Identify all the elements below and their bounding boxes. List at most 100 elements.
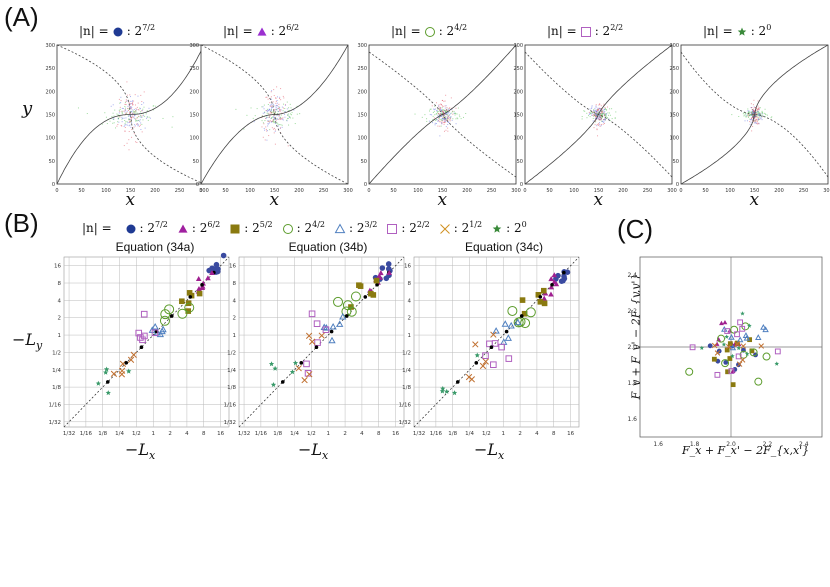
scatter-point — [600, 108, 602, 110]
scatter-point — [133, 116, 135, 118]
scatter-point — [269, 115, 271, 117]
x-tick-label: 1/8 — [448, 431, 457, 437]
x-tick-label: 1 — [326, 431, 330, 437]
data-point — [507, 321, 515, 329]
scatter-point — [278, 107, 280, 109]
scatter-point — [290, 114, 292, 116]
scatter-point — [266, 116, 268, 118]
reference-point — [344, 314, 349, 318]
data-point — [729, 344, 737, 351]
data-point — [730, 353, 735, 359]
scatter-point — [758, 109, 760, 111]
scatter-point — [127, 105, 129, 107]
scatter-point — [595, 105, 597, 107]
scatter-point — [142, 113, 144, 115]
scatter-point — [754, 120, 756, 122]
data-point — [490, 361, 497, 368]
data-point — [177, 308, 188, 319]
scatter-point — [749, 114, 751, 116]
data-point — [383, 275, 390, 282]
scatter-point — [444, 105, 446, 107]
scatter-point — [442, 109, 444, 111]
scatter-point — [446, 118, 448, 120]
legend-exponent: 4/2 — [312, 220, 326, 229]
scatter-point — [442, 111, 444, 113]
scatter-point — [448, 111, 450, 113]
scatter-point — [590, 113, 592, 115]
legend-base: : 2 — [191, 221, 208, 235]
scatter-point — [266, 111, 268, 113]
scatter-point — [433, 117, 435, 119]
data-point — [137, 334, 144, 341]
scatter-point — [440, 104, 442, 106]
data-point — [313, 320, 321, 328]
panel-a-xlabel: x — [749, 190, 760, 210]
scatter-point — [449, 114, 451, 116]
scatter-point — [449, 119, 451, 121]
scatter-point — [600, 117, 602, 119]
data-point — [724, 347, 730, 353]
data-point — [127, 356, 135, 363]
scatter-point — [448, 121, 450, 123]
data-point — [479, 362, 487, 370]
scatter-point — [135, 109, 137, 111]
reference-point — [124, 361, 129, 365]
scatter-point — [596, 129, 598, 131]
data-point — [762, 352, 771, 361]
scatter-point — [441, 109, 443, 111]
scatter-point — [603, 121, 605, 123]
scatter-point — [757, 113, 759, 115]
data-point — [737, 319, 744, 326]
scatter-point — [597, 111, 599, 113]
scatter-point — [124, 109, 126, 111]
scatter-point — [595, 116, 597, 118]
scatter-point — [438, 108, 440, 110]
x-tick-label: 8 — [552, 431, 556, 437]
scatter-point — [447, 116, 449, 118]
scatter-point — [261, 115, 263, 117]
scatter-point — [129, 108, 131, 110]
data-point — [722, 319, 728, 325]
scatter-point — [597, 118, 599, 120]
data-point — [520, 318, 531, 329]
scatter-point — [280, 116, 282, 118]
scatter-point — [131, 103, 133, 105]
scatter-point — [434, 122, 436, 124]
scatter-point — [588, 113, 590, 115]
data-point — [727, 356, 733, 361]
scatter-point — [434, 114, 436, 116]
scatter-point — [589, 112, 591, 114]
scatter-point — [595, 104, 597, 106]
scatter-point — [451, 111, 453, 113]
scatter-point — [133, 133, 135, 135]
x-tick-label: 250 — [643, 188, 653, 194]
scatter-point — [272, 128, 274, 130]
scatter-point — [130, 111, 132, 113]
scatter-point — [753, 111, 755, 113]
scatter-point — [604, 118, 606, 120]
scatter-point — [252, 117, 254, 119]
scatter-point — [123, 117, 125, 119]
scatter-point — [756, 109, 758, 111]
legend-exponent: 7/2 — [155, 220, 168, 229]
scatter-point — [758, 107, 760, 109]
scatter-point — [124, 130, 126, 132]
scatter-point — [590, 111, 592, 113]
scatter-point — [759, 115, 761, 117]
scatter-point — [759, 112, 761, 114]
scatter-point — [123, 110, 125, 112]
scatter-point — [146, 110, 148, 112]
scatter-point — [143, 102, 145, 104]
data-point — [482, 352, 489, 360]
reference-point — [519, 314, 524, 318]
scatter-point — [287, 145, 289, 147]
scatter-point — [762, 115, 764, 117]
legend-base: : 2 — [139, 221, 156, 235]
panel-c-xlabel: F_x + F_x' − 2F_{x,x'} — [682, 444, 810, 457]
scatter-point — [599, 116, 601, 118]
scatter-point — [267, 120, 269, 122]
scatter-point — [594, 115, 596, 117]
scatter-point — [614, 117, 616, 119]
scatter-point — [141, 101, 143, 103]
data-point — [103, 369, 109, 375]
